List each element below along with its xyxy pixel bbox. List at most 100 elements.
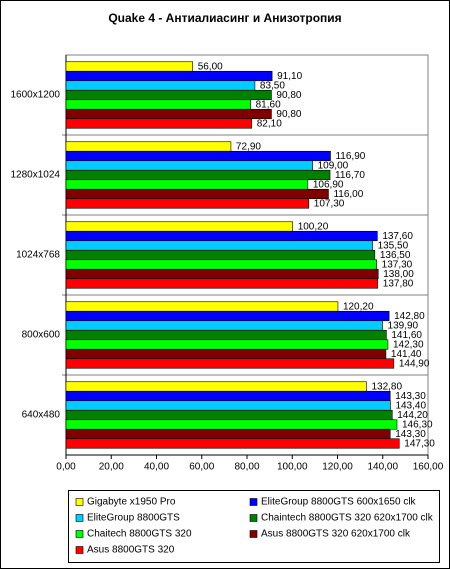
bar (65, 348, 387, 360)
bar (65, 179, 309, 190)
value-label: 142,30 (393, 340, 424, 351)
bar (65, 89, 272, 101)
value-label: 135,50 (378, 241, 409, 252)
value-label: 106,90 (313, 180, 344, 191)
bar (65, 99, 251, 110)
x-tick-label: 20,00 (99, 462, 124, 473)
y-tick-label: 640x480 (22, 410, 61, 421)
bar (65, 278, 379, 289)
value-label: 83,50 (260, 81, 285, 92)
value-label: 139,90 (388, 321, 419, 332)
chart-title: Quake 4 - Антиалиасинг и Анизотропия (108, 11, 341, 25)
bar (65, 150, 331, 162)
bar (65, 268, 379, 280)
legend-label: Gigabyte x1950 Pro (87, 497, 176, 508)
value-label: 107,30 (314, 199, 345, 210)
value-label: 137,30 (382, 260, 413, 271)
legend-label: Chaitech 8800GTS 320 (87, 529, 192, 540)
value-label: 143,40 (395, 401, 426, 412)
y-tick-label: 800x600 (22, 330, 61, 341)
value-label: 136,50 (380, 250, 411, 261)
y-tick-label: 1600x1200 (11, 90, 61, 101)
bar (65, 188, 329, 200)
bar (65, 419, 398, 430)
value-label: 146,30 (402, 420, 433, 431)
bar (65, 301, 339, 312)
value-label: 109,00 (318, 161, 349, 172)
x-tick-label: 160,00 (413, 462, 444, 473)
bar (65, 390, 391, 402)
x-tick-label: 40,00 (144, 462, 169, 473)
value-label: 144,90 (399, 359, 430, 370)
value-label: 137,60 (382, 231, 413, 242)
value-label: 82,10 (257, 119, 282, 130)
value-label: 132,80 (371, 382, 402, 393)
legend-label: Asus 8800GTS 320 (87, 545, 175, 556)
value-label: 147,30 (404, 439, 435, 450)
legend-label: Asus 8800GTS 320 620x1700 clk (261, 529, 411, 540)
bar (65, 80, 256, 91)
value-label: 100,20 (298, 222, 329, 233)
bar (65, 221, 294, 232)
bar (65, 358, 395, 369)
value-label: 141,40 (391, 349, 422, 360)
bar (65, 259, 377, 270)
value-label: 142,80 (394, 311, 425, 322)
x-tick-label: 60,00 (189, 462, 214, 473)
legend-swatch (75, 514, 84, 522)
value-label: 56,00 (198, 62, 223, 73)
value-label: 81,60 (256, 100, 281, 111)
legend-swatch (75, 530, 84, 538)
value-label: 116,70 (335, 170, 365, 181)
bar (65, 320, 383, 331)
bar (65, 339, 389, 350)
bar (65, 240, 373, 251)
legend-swatch (249, 498, 258, 506)
value-label: 138,00 (383, 269, 414, 280)
x-tick-label: 120,00 (322, 462, 353, 473)
value-label: 137,80 (383, 279, 414, 290)
legend-swatch (75, 546, 84, 554)
bar (65, 381, 367, 392)
value-label: 143,30 (395, 391, 426, 402)
value-label: 90,80 (276, 90, 301, 101)
legend-swatch (249, 514, 258, 522)
bar (65, 118, 253, 129)
legend-label: EliteGroup 8800GTS (87, 513, 180, 524)
bar (65, 428, 391, 440)
bar (65, 310, 390, 322)
bar (65, 198, 310, 209)
x-tick-label: 0,00 (56, 462, 76, 473)
y-tick-label: 1024x768 (16, 250, 60, 261)
bar (65, 61, 193, 72)
value-label: 141,60 (391, 330, 422, 341)
value-label: 72,90 (236, 142, 261, 153)
legend-label: Chaintech 8800GTS 320 620x1700 clk (261, 513, 434, 524)
x-tick-label: 100,00 (277, 462, 308, 473)
value-label: 116,90 (335, 151, 365, 162)
bar (65, 70, 273, 82)
x-tick-label: 80,00 (234, 462, 259, 473)
value-label: 91,10 (277, 71, 302, 82)
bar (65, 230, 378, 242)
legend-swatch (75, 498, 84, 506)
y-tick-label: 1280x1024 (11, 170, 61, 181)
value-label: 90,80 (276, 109, 301, 120)
x-tick-label: 140,00 (367, 462, 398, 473)
bar (65, 169, 331, 181)
value-label: 143,30 (395, 429, 426, 440)
legend-label: EliteGroup 8800GTS 600x1650 clk (261, 497, 417, 508)
value-label: 120,20 (343, 302, 374, 313)
legend-swatch (249, 530, 258, 538)
bar (65, 400, 391, 411)
bar (65, 249, 376, 261)
bar (65, 160, 313, 171)
bar (65, 438, 400, 449)
bar (65, 329, 387, 341)
value-label: 144,20 (397, 410, 428, 421)
value-label: 116,00 (333, 189, 363, 200)
bar (65, 409, 393, 421)
bar (65, 141, 232, 152)
bar (65, 108, 272, 120)
